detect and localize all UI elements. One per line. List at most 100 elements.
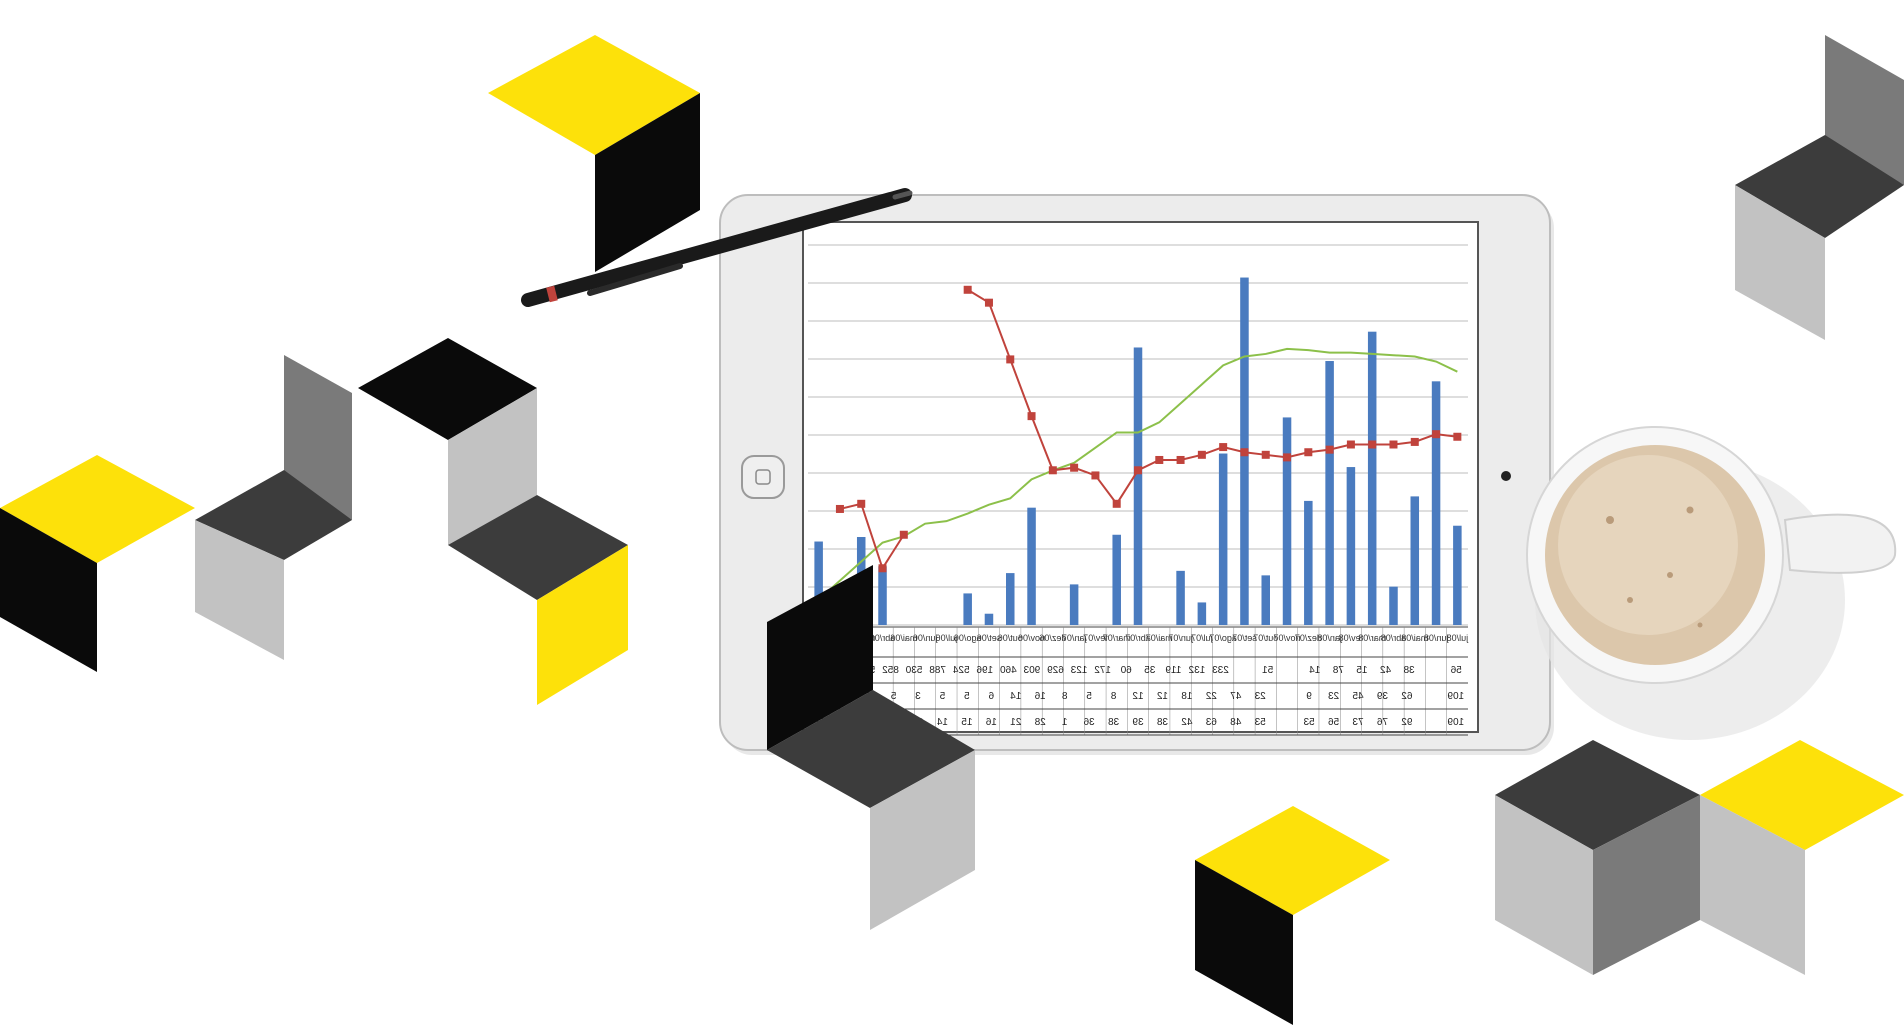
chart-x-tick-label: set/07 bbox=[1232, 633, 1257, 643]
chart-table-cell: 629 bbox=[1047, 665, 1064, 676]
tablet-home-button-glyph bbox=[755, 469, 771, 485]
chart-point bbox=[1155, 455, 1164, 464]
chart-table-cell: 35 bbox=[1144, 665, 1156, 676]
chart-table-cell: 47 bbox=[1230, 691, 1242, 702]
chart-table-cell: 196 bbox=[976, 665, 993, 676]
chart-bar bbox=[963, 593, 972, 625]
chart-bar bbox=[1176, 570, 1185, 625]
cube-cluster-left-3 bbox=[358, 338, 628, 705]
cube-face-left-black bbox=[0, 508, 97, 672]
chart-table-cell: 36 bbox=[1083, 717, 1095, 728]
chart-x-tick-label: mar/08 bbox=[1358, 633, 1386, 643]
chart-table-cell: 903 bbox=[1023, 665, 1040, 676]
chart-x-tick-label: jul/07 bbox=[1191, 633, 1214, 643]
pen bbox=[521, 188, 913, 307]
chart-table-cell: 38 bbox=[1156, 717, 1168, 728]
chart-x-tick-label: fev/08 bbox=[1339, 633, 1364, 643]
chart-table-cell: 38 bbox=[1403, 665, 1415, 676]
cube-face-top-yellow bbox=[1195, 806, 1390, 915]
cube-face-top-yellow bbox=[1700, 740, 1904, 850]
chart-x-tick-label: nov/07 bbox=[1274, 633, 1301, 643]
chart-bar bbox=[1261, 575, 1270, 625]
chart-x-tick-label: ago/06 bbox=[954, 633, 982, 643]
cube-face-top-darkgray bbox=[195, 470, 352, 560]
chart-x-tick-label: set/06 bbox=[977, 633, 1002, 643]
chart-series-red bbox=[835, 285, 1462, 573]
chart-point bbox=[1112, 499, 1121, 508]
chart-series-green bbox=[817, 347, 1458, 601]
chart-table-cell: 3 bbox=[915, 691, 921, 702]
chart-x-tick-label: mai/06 bbox=[890, 633, 917, 643]
chart-table-cell: 14 bbox=[1309, 665, 1321, 676]
chart-table-cell: 60 bbox=[1120, 665, 1132, 676]
chart-table-cell: 18 bbox=[1181, 691, 1193, 702]
chart-point bbox=[1368, 440, 1377, 449]
cube-cluster-top-left bbox=[488, 35, 700, 272]
chart-point bbox=[1027, 412, 1036, 421]
chart-bar bbox=[1133, 347, 1143, 625]
chart-table-cell: 9 bbox=[1306, 691, 1312, 702]
chart-x-tick-label: dez/06 bbox=[1039, 633, 1066, 643]
chart-x-tick-label: mai/07 bbox=[1146, 633, 1173, 643]
cube-face-back-midgray bbox=[284, 355, 352, 520]
chart-table-cell: 38 bbox=[1108, 717, 1120, 728]
chart-point bbox=[1197, 450, 1206, 459]
chart-table-cell: 119 bbox=[1165, 665, 1181, 676]
chart-bar bbox=[1431, 381, 1441, 625]
chart-table-cell: 39 bbox=[1132, 717, 1144, 728]
chart-table-cell: 45 bbox=[1352, 691, 1364, 702]
tablet-home-button[interactable] bbox=[741, 455, 785, 499]
chart-table-cell: 78 bbox=[1332, 665, 1344, 676]
chart-table-cell: 73 bbox=[1352, 717, 1364, 728]
chart-x-tick-label: jan/07 bbox=[1062, 633, 1088, 643]
chart-point bbox=[1432, 430, 1441, 439]
chart-table-cell: 48 bbox=[1230, 717, 1242, 728]
chart-table-cell: 15 bbox=[961, 717, 973, 728]
chart-point bbox=[1325, 445, 1334, 454]
chart-table-cell: 109 bbox=[1447, 691, 1464, 702]
cube-face-right-lightgray bbox=[870, 750, 975, 930]
cup-foam-spot bbox=[1686, 506, 1694, 514]
cube-cluster-left-1 bbox=[0, 455, 195, 672]
chart-table-cell: 28 bbox=[1034, 717, 1046, 728]
chart-table-cell: 132 bbox=[1188, 665, 1205, 676]
cube-face-left-black bbox=[1195, 860, 1293, 1025]
chart-table-cell: 530 bbox=[905, 665, 922, 676]
chart-table-cell: 16 bbox=[1034, 691, 1046, 702]
chart-table-cell: 1 bbox=[1061, 717, 1067, 728]
chart-point bbox=[1176, 455, 1185, 464]
chart-bar bbox=[1218, 453, 1228, 625]
chart-x-tick-label: abr/06 bbox=[870, 633, 896, 643]
chart-table-cell: 42 bbox=[1380, 665, 1392, 676]
chart-x-tick-label: jul/06 bbox=[936, 633, 959, 643]
chart-x-tick-label: out/07 bbox=[1253, 633, 1278, 643]
cup-foam-spot bbox=[1697, 622, 1703, 628]
chart-x-tick-label: abr/08 bbox=[1381, 633, 1407, 643]
pen-tip bbox=[892, 190, 913, 200]
cube-top-right bbox=[1735, 35, 1904, 340]
chart-table-cell: 53 bbox=[1303, 717, 1315, 728]
cup-foam-spot bbox=[1667, 572, 1673, 578]
chart-table-cell: 14 bbox=[1010, 691, 1022, 702]
cube-bottom-center bbox=[1195, 806, 1390, 1025]
chart-x-tick-label: out/06 bbox=[998, 633, 1023, 643]
cube-face-top-darkgray bbox=[1735, 135, 1904, 238]
chart-table-cell: 21 bbox=[1010, 717, 1022, 728]
coffee-cup bbox=[1526, 426, 1897, 740]
pen-clip bbox=[587, 263, 683, 296]
chart-x-tick-label: jul/08 bbox=[1447, 633, 1470, 643]
chart-bar bbox=[1027, 507, 1036, 625]
chart-bar bbox=[1006, 573, 1015, 625]
cube-face-top-darkgray bbox=[1495, 740, 1700, 850]
chart-point bbox=[1389, 440, 1398, 449]
tablet: jan/06fev/06mar/06abr/06mai/06jun/06jul/… bbox=[719, 194, 1554, 755]
chart-x-tick-label: jun/07 bbox=[1168, 633, 1194, 643]
chart-bar bbox=[1197, 602, 1207, 625]
chart-bar bbox=[1453, 525, 1462, 625]
chart-table-cell: 6 bbox=[988, 691, 994, 702]
chart-point bbox=[1070, 463, 1079, 472]
chart-bar bbox=[1346, 467, 1356, 625]
chart-x-tick-label: jan/08 bbox=[1317, 633, 1343, 643]
chart-table-cell: 23 bbox=[1328, 691, 1340, 702]
chart-table-cell: 172 bbox=[1094, 665, 1111, 676]
